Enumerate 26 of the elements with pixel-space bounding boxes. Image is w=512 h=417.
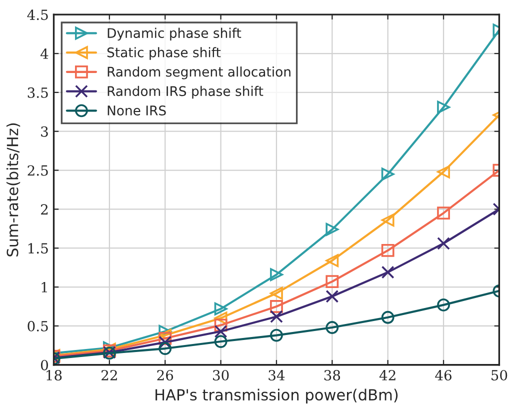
y-tick-label: 0.5 xyxy=(28,320,48,332)
x-tick-label: 18 xyxy=(46,370,62,380)
y-tick-label: 2.5 xyxy=(28,165,48,176)
y-tick-label: 3.5 xyxy=(28,87,48,98)
y-tick-label: 1 xyxy=(42,282,47,292)
y-tick-label: 4 xyxy=(40,48,48,59)
y-tick-label: 2 xyxy=(41,204,48,214)
x-tick-label: 38 xyxy=(324,370,340,380)
x-tick-label: 22 xyxy=(102,370,117,380)
y-tick-label: 0 xyxy=(40,360,48,370)
y-tick-label: 3 xyxy=(41,126,48,137)
x-tick-label: 46 xyxy=(435,370,452,380)
y-axis-title: Sum-rate(bits/Hz) xyxy=(6,123,20,256)
legend-label: Random segment allocation xyxy=(108,66,290,80)
x-axis-title: HAP's transmission power(dBm) xyxy=(156,388,398,404)
y-tick-label: 1.5 xyxy=(28,243,48,254)
legend-label: Static phase shift xyxy=(107,47,221,60)
y-tick-label: 4.5 xyxy=(27,10,48,20)
legend-label: Dynamic phase shift xyxy=(108,28,242,41)
x-tick-label: 42 xyxy=(379,370,396,380)
x-tick-label: 30 xyxy=(213,370,229,380)
x-tick-label: 26 xyxy=(157,370,174,380)
x-tick-label: 34 xyxy=(268,370,285,380)
legend-label: Random IRS phase shift xyxy=(108,86,264,99)
x-tick-label: 50 xyxy=(492,370,508,380)
legend-label: None IRS xyxy=(108,105,166,116)
